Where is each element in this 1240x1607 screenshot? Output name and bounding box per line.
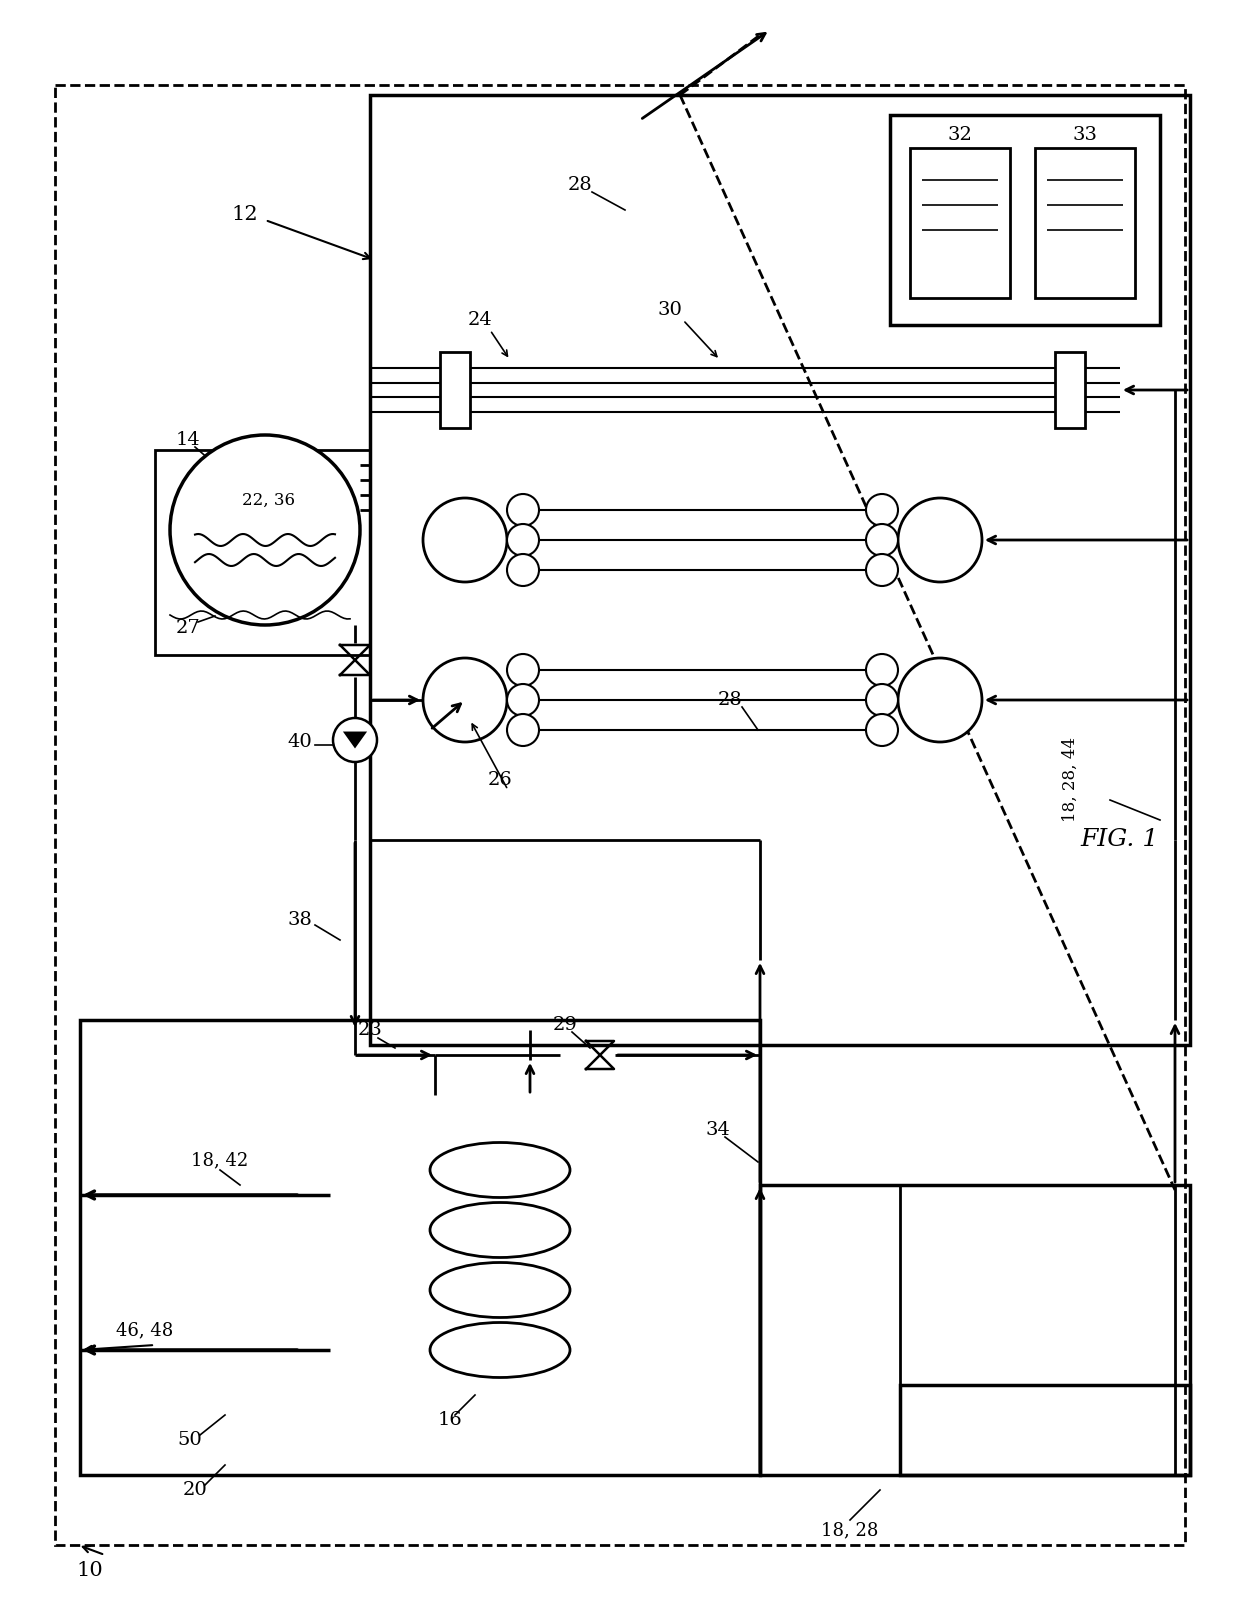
Bar <box>440 352 470 427</box>
Circle shape <box>898 498 982 582</box>
Text: 18, 28, 44: 18, 28, 44 <box>1061 738 1079 823</box>
Text: 18, 28: 18, 28 <box>821 1520 879 1540</box>
Circle shape <box>866 685 898 717</box>
Text: 24: 24 <box>467 312 492 329</box>
Bar <box>155 450 370 656</box>
Bar <box>1035 148 1135 297</box>
Circle shape <box>334 718 377 762</box>
Text: 12: 12 <box>232 206 258 225</box>
Text: 22, 36: 22, 36 <box>242 492 295 508</box>
Text: 50: 50 <box>177 1430 202 1450</box>
Text: 38: 38 <box>288 911 312 929</box>
Bar <box>910 148 1011 297</box>
Text: 14: 14 <box>176 431 201 448</box>
Circle shape <box>423 657 507 742</box>
Bar <box>760 1184 1190 1475</box>
Circle shape <box>507 654 539 686</box>
Bar <box>900 1385 1190 1475</box>
Circle shape <box>866 493 898 525</box>
Circle shape <box>898 657 982 742</box>
Circle shape <box>866 654 898 686</box>
Circle shape <box>507 493 539 525</box>
Text: FIG. 1: FIG. 1 <box>1081 829 1159 852</box>
Text: 34: 34 <box>706 1122 730 1139</box>
Bar <box>890 116 1159 325</box>
Text: 26: 26 <box>487 771 512 789</box>
Text: 10: 10 <box>77 1560 103 1580</box>
Bar <box>81 1020 760 1475</box>
Text: 32: 32 <box>947 125 972 145</box>
Text: 16: 16 <box>438 1411 463 1429</box>
Bar <box>370 95 1190 1045</box>
Circle shape <box>866 714 898 746</box>
Text: 20: 20 <box>182 1482 207 1499</box>
Text: 46, 48: 46, 48 <box>117 1321 174 1339</box>
Circle shape <box>507 524 539 556</box>
Circle shape <box>507 685 539 717</box>
Circle shape <box>507 554 539 587</box>
Text: 18, 42: 18, 42 <box>191 1151 249 1168</box>
Text: 28: 28 <box>718 691 743 709</box>
Circle shape <box>170 435 360 625</box>
Text: 40: 40 <box>288 733 312 750</box>
Text: 27: 27 <box>176 619 201 636</box>
Circle shape <box>423 498 507 582</box>
Text: 28: 28 <box>568 177 593 194</box>
Text: 33: 33 <box>1073 125 1097 145</box>
Text: 23: 23 <box>357 1020 382 1040</box>
Polygon shape <box>343 731 367 749</box>
Circle shape <box>866 524 898 556</box>
Text: 29: 29 <box>553 1016 578 1033</box>
Bar <box>1055 352 1085 427</box>
Circle shape <box>507 714 539 746</box>
Circle shape <box>866 554 898 587</box>
Text: 30: 30 <box>657 301 682 320</box>
